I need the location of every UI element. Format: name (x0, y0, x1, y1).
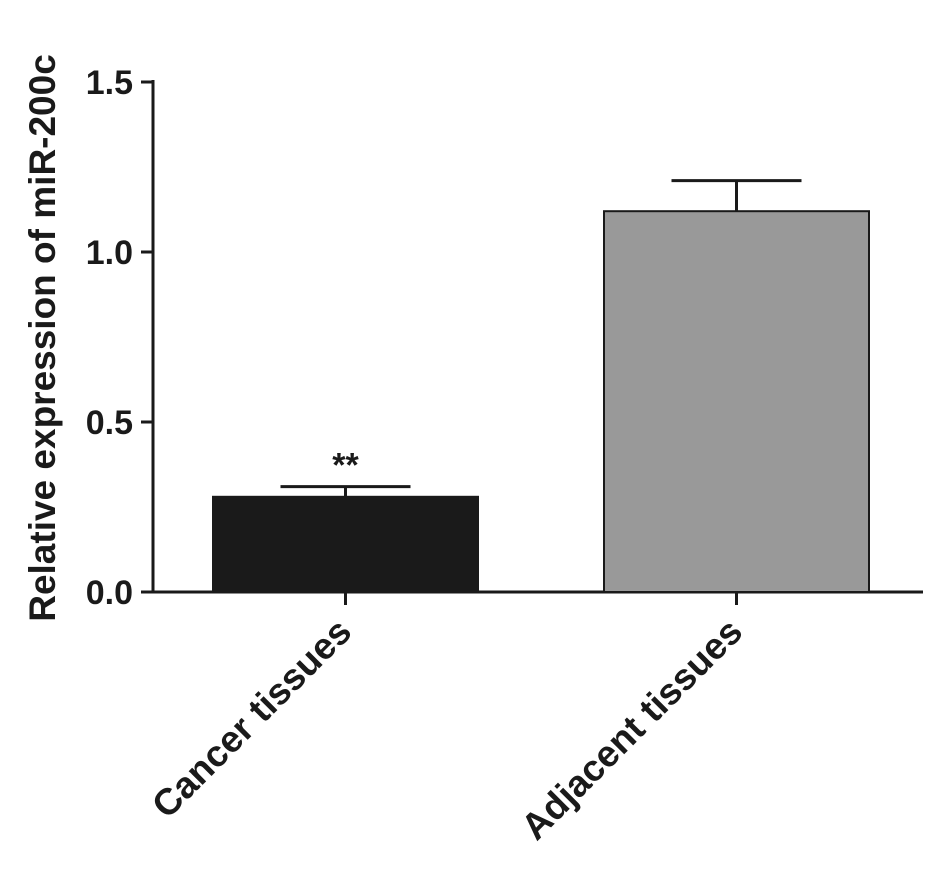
x-ticks: Cancer tissues Adjacent tissues (144, 592, 750, 848)
y-tick-label: 1.0 (86, 234, 133, 272)
y-ticks: 0.0 0.5 1.0 1.5 (86, 64, 153, 612)
y-tick-label: 1.5 (86, 64, 133, 102)
x-category-label: Adjacent tissues (513, 611, 750, 848)
bar (603, 210, 870, 593)
y-tick-label: 0.5 (86, 404, 133, 442)
bar (212, 495, 479, 593)
bars (212, 210, 870, 593)
significance-marker: ** (332, 447, 359, 485)
error-bars (280, 179, 802, 497)
y-axis-title: Relative expression of miR-200c (22, 54, 63, 622)
annotations: ** (332, 447, 359, 485)
y-tick-label: 0.0 (86, 574, 133, 612)
x-category-label: Cancer tissues (144, 611, 359, 826)
